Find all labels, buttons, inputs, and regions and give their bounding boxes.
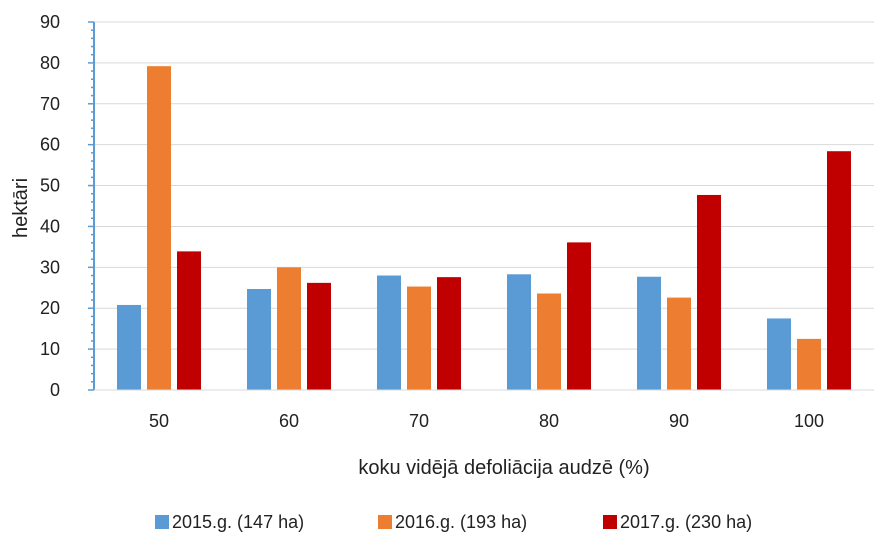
axis-labels: 0 10 20 30 40 50 60 70 80 90 50 60 70 80 90 100	[40, 12, 824, 431]
bar-1-100	[767, 318, 791, 390]
y-tick-label: 20	[40, 298, 60, 318]
legend-swatch	[155, 515, 169, 529]
bars	[117, 66, 851, 390]
x-tick-label: 70	[409, 411, 429, 431]
x-tick-label: 50	[149, 411, 169, 431]
bar-1-90	[637, 276, 661, 390]
x-axis-title: koku vidējā defoliācija audzē (%)	[358, 457, 649, 479]
gridlines	[94, 21, 874, 350]
bar-1-70	[377, 275, 401, 390]
y-axis-title: hektāri	[10, 178, 32, 238]
y-tick-label: 30	[40, 257, 60, 277]
y-tick-label: 60	[40, 135, 60, 155]
legend-label: 2015.g. (147 ha)	[172, 512, 304, 532]
y-tick-label: 50	[40, 176, 60, 196]
y-tick-label: 80	[40, 53, 60, 73]
y-tick-label: 0	[50, 380, 60, 400]
bar-1-50	[117, 304, 141, 390]
bar-3-60	[307, 282, 331, 390]
x-tick-label: 80	[539, 411, 559, 431]
legend-label: 2016.g. (193 ha)	[395, 512, 527, 532]
bar-2-90	[667, 297, 691, 390]
x-tick-label: 100	[794, 411, 824, 431]
legend-label: 2017.g. (230 ha)	[620, 512, 752, 532]
legend-swatch	[603, 515, 617, 529]
y-tick-label: 90	[40, 12, 60, 32]
y-tick-label: 40	[40, 216, 60, 236]
bar-2-50	[147, 66, 171, 390]
bar-3-90	[697, 194, 721, 390]
y-tick-label: 10	[40, 339, 60, 359]
bar-3-80	[567, 242, 591, 390]
bar-1-60	[247, 289, 271, 390]
bar-3-100	[827, 151, 851, 390]
y-tick-label: 70	[40, 94, 60, 114]
bar-2-100	[797, 338, 821, 390]
bar-3-50	[177, 251, 201, 390]
bar-3-70	[437, 277, 461, 390]
bar-1-80	[507, 274, 531, 390]
legend-swatch	[378, 515, 392, 529]
x-tick-label: 60	[279, 411, 299, 431]
axes	[88, 21, 874, 391]
bar-2-60	[277, 267, 301, 390]
bar-2-80	[537, 293, 561, 390]
x-tick-label: 90	[669, 411, 689, 431]
legend: 2015.g. (147 ha) 2016.g. (193 ha) 2017.g. …	[155, 512, 752, 532]
bar-2-70	[407, 286, 431, 390]
